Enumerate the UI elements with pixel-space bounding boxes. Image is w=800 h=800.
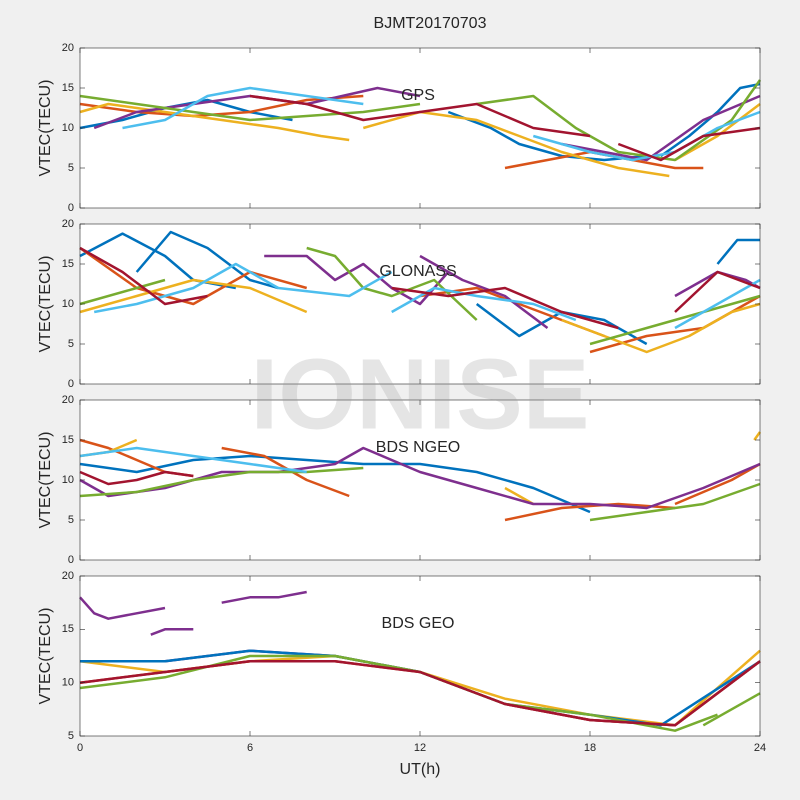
x-tick-label: 12 bbox=[414, 742, 426, 754]
y-tick-label: 5 bbox=[68, 338, 74, 350]
figure-title: BJMT20170703 bbox=[374, 15, 487, 32]
vtec-track bbox=[716, 238, 760, 265]
panel-annotation: GLONASS bbox=[379, 263, 456, 280]
vtec-track bbox=[674, 270, 761, 313]
vtec-track bbox=[79, 278, 308, 314]
y-tick-label: 10 bbox=[62, 677, 74, 689]
y-axis-label: VTEC(TECU) bbox=[37, 432, 54, 529]
panel-annotation: BDS GEO bbox=[382, 615, 455, 632]
plot-area bbox=[79, 590, 761, 732]
y-axis-label: VTEC(TECU) bbox=[37, 256, 54, 353]
vtec-track bbox=[79, 246, 308, 306]
vtec-track bbox=[79, 660, 761, 727]
y-tick-label: 5 bbox=[68, 162, 74, 174]
vtec-track bbox=[135, 230, 279, 290]
vtec-track bbox=[79, 596, 166, 620]
y-tick-label: 10 bbox=[62, 298, 74, 310]
plot-area bbox=[79, 79, 762, 178]
vtec-track bbox=[419, 254, 549, 329]
vtec-track bbox=[79, 470, 194, 486]
y-tick-label: 0 bbox=[68, 554, 74, 566]
vtec-track bbox=[674, 278, 761, 330]
y-tick-label: 20 bbox=[62, 394, 74, 406]
y-tick-label: 0 bbox=[68, 202, 74, 214]
vtec-track bbox=[79, 94, 364, 118]
vtec-track bbox=[79, 94, 421, 122]
x-tick-label: 18 bbox=[584, 742, 596, 754]
vtec-track bbox=[504, 502, 676, 522]
y-tick-label: 0 bbox=[68, 378, 74, 390]
x-tick-label: 0 bbox=[77, 742, 83, 754]
vtec-track bbox=[79, 102, 350, 142]
axes-background bbox=[80, 576, 760, 736]
x-tick-label: 6 bbox=[247, 742, 253, 754]
y-tick-label: 20 bbox=[62, 570, 74, 582]
vtec-track bbox=[264, 254, 450, 306]
y-tick-label: 20 bbox=[62, 218, 74, 230]
vtec-track bbox=[532, 110, 761, 162]
y-tick-label: 10 bbox=[62, 474, 74, 486]
vtec-track bbox=[702, 692, 761, 727]
plot-area bbox=[79, 431, 762, 522]
panel-annotation: GPS bbox=[401, 87, 435, 104]
vtec-track bbox=[93, 262, 393, 314]
y-tick-label: 15 bbox=[62, 258, 74, 270]
panel-annotation: BDS NGEO bbox=[376, 439, 460, 456]
vtec-track bbox=[589, 482, 761, 522]
vtec-track bbox=[391, 286, 577, 322]
vtec-track bbox=[221, 590, 307, 604]
vtec-track bbox=[660, 82, 761, 158]
y-tick-label: 15 bbox=[62, 623, 74, 635]
vtec-track bbox=[79, 278, 166, 306]
vtec-track bbox=[561, 94, 761, 162]
vtec-track bbox=[753, 431, 762, 441]
vtec-track bbox=[561, 302, 761, 354]
vtec-track bbox=[617, 126, 761, 162]
vtec-track bbox=[476, 79, 762, 162]
vtec-track bbox=[79, 446, 307, 474]
vtec-track bbox=[391, 286, 619, 330]
y-axis-label: VTEC(TECU) bbox=[37, 80, 54, 177]
vtec-track bbox=[249, 94, 591, 138]
watermark: IONISE bbox=[251, 338, 590, 450]
vtec-track bbox=[79, 246, 208, 306]
vtec-track bbox=[79, 446, 761, 510]
y-tick-label: 20 bbox=[62, 42, 74, 54]
axes-background bbox=[80, 48, 760, 208]
y-tick-label: 10 bbox=[62, 122, 74, 134]
vtec-track bbox=[504, 486, 534, 506]
y-tick-label: 15 bbox=[62, 82, 74, 94]
y-tick-label: 15 bbox=[62, 434, 74, 446]
y-tick-label: 5 bbox=[68, 730, 74, 742]
y-tick-label: 5 bbox=[68, 514, 74, 526]
vtec-track bbox=[79, 466, 364, 498]
vtec-track bbox=[79, 454, 591, 514]
vtec-track bbox=[674, 103, 761, 162]
vtec-track bbox=[447, 110, 647, 162]
vtec-track bbox=[306, 246, 478, 321]
plot-area bbox=[79, 230, 761, 354]
y-axis-label: VTEC(TECU) bbox=[37, 608, 54, 705]
vtec-track bbox=[589, 294, 761, 346]
vtec-track bbox=[122, 86, 364, 130]
x-tick-label: 24 bbox=[754, 742, 766, 754]
vtec-track bbox=[150, 628, 194, 636]
x-axis-label: UT(h) bbox=[400, 761, 441, 778]
